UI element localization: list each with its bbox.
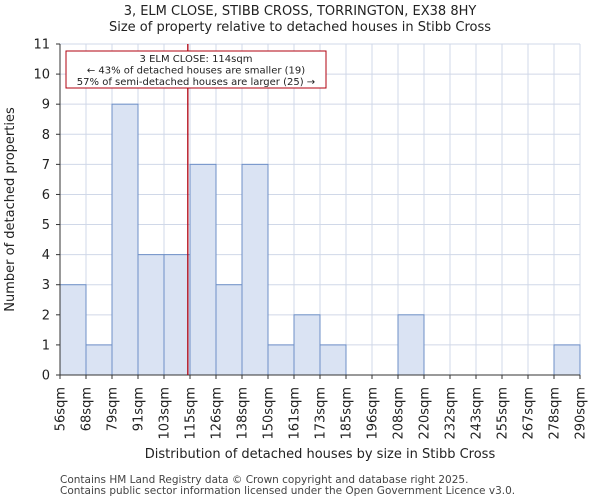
x-tick-label: 91sqm (132, 387, 147, 431)
histogram-bar (553, 344, 581, 376)
y-tick-label: 10 (33, 68, 50, 83)
histogram-bar (293, 314, 321, 376)
histogram-bar (189, 163, 217, 376)
x-tick-label: 185sqm (340, 387, 355, 440)
x-tick-label: 232sqm (444, 387, 459, 440)
y-tick-label: 6 (42, 188, 50, 203)
histogram-bar (319, 344, 347, 376)
x-tick-label: 126sqm (210, 387, 225, 440)
x-tick-label: 68sqm (80, 387, 95, 431)
histogram-bar (59, 284, 87, 376)
x-tick-label: 115sqm (184, 387, 199, 440)
x-tick-label: 290sqm (574, 387, 589, 440)
annotation-line: 3 ELM CLOSE: 114sqm (140, 54, 253, 65)
y-tick-label: 8 (42, 128, 50, 143)
histogram-bar (137, 254, 165, 376)
x-tick-label: 150sqm (262, 387, 277, 440)
y-tick-label: 7 (42, 158, 50, 173)
x-tick-label: 173sqm (314, 387, 329, 440)
x-tick-label: 243sqm (470, 387, 485, 440)
y-tick-label: 4 (42, 248, 50, 263)
x-tick-label: 161sqm (288, 387, 303, 440)
y-tick-label: 9 (42, 98, 50, 113)
y-tick-label: 2 (42, 308, 50, 323)
x-tick-label: 220sqm (418, 387, 433, 440)
footer-licence: Contains public sector information licen… (60, 485, 516, 497)
x-tick-label: 196sqm (366, 387, 381, 440)
x-tick-label: 208sqm (392, 387, 407, 440)
x-axis-title: Distribution of detached houses by size … (145, 447, 496, 462)
histogram-bar (267, 344, 295, 376)
y-tick-label: 0 (42, 369, 50, 384)
histogram-bar (241, 163, 269, 376)
histogram-bar (163, 254, 191, 376)
x-tick-label: 103sqm (158, 387, 173, 440)
y-tick-label: 3 (42, 278, 50, 293)
footer-copyright: Contains HM Land Registry data © Crown c… (60, 474, 469, 486)
annotation-line: ← 43% of detached houses are smaller (19… (87, 66, 305, 77)
annotation-box (65, 50, 327, 89)
chart-subtitle: Size of property relative to detached ho… (108, 20, 492, 35)
histogram-bar (215, 284, 243, 376)
y-tick-label: 1 (42, 338, 50, 353)
chart-title: 3, ELM CLOSE, STIBB CROSS, TORRINGTON, E… (123, 4, 477, 19)
y-axis-title: Number of detached properties (3, 107, 18, 312)
histogram-bar (397, 314, 425, 376)
x-tick-label: 267sqm (522, 387, 537, 440)
y-tick-label: 11 (33, 38, 50, 53)
y-tick-label: 5 (42, 218, 50, 233)
histogram-bar (111, 103, 139, 376)
x-tick-label: 278sqm (548, 387, 563, 440)
histogram-bar (85, 344, 113, 376)
x-tick-label: 255sqm (496, 387, 511, 440)
annotation-line: 57% of semi-detached houses are larger (… (77, 77, 315, 88)
x-tick-label: 138sqm (236, 387, 251, 440)
x-tick-label: 79sqm (106, 387, 121, 431)
x-tick-label: 56sqm (54, 387, 69, 431)
